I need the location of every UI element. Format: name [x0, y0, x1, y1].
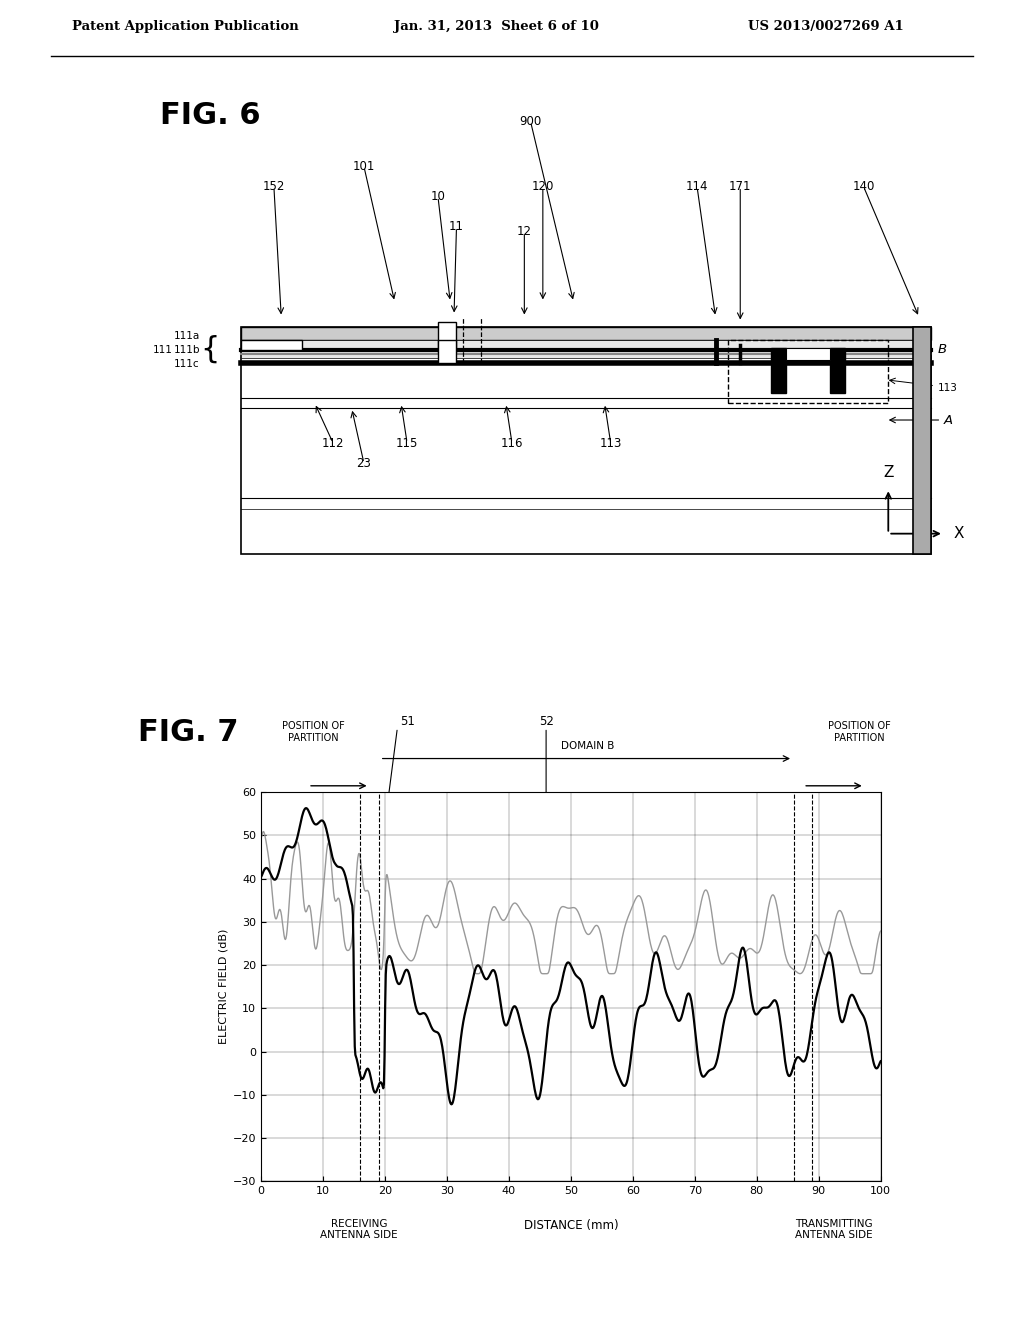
Text: DOMAIN B: DOMAIN B — [561, 741, 614, 751]
Text: X: X — [953, 527, 965, 541]
Text: 114: 114 — [686, 181, 709, 193]
Bar — [241, 339, 302, 350]
Text: POSITION OF
PARTITION: POSITION OF PARTITION — [828, 722, 891, 743]
Text: Jan. 31, 2013  Sheet 6 of 10: Jan. 31, 2013 Sheet 6 of 10 — [394, 20, 599, 33]
Text: US 2013/0027269 A1: US 2013/0027269 A1 — [748, 20, 903, 33]
Text: 23: 23 — [356, 457, 372, 470]
Text: DISTANCE (mm): DISTANCE (mm) — [523, 1218, 618, 1232]
Text: 11: 11 — [449, 220, 464, 234]
Text: POSITION OF
PARTITION: POSITION OF PARTITION — [282, 722, 345, 743]
Text: Z: Z — [883, 466, 894, 480]
Text: TRANSMITTING
ANTENNA SIDE: TRANSMITTING ANTENNA SIDE — [795, 1218, 872, 1241]
Bar — [438, 339, 457, 363]
Text: 10: 10 — [430, 190, 445, 203]
Text: 51: 51 — [400, 714, 415, 727]
Text: 115: 115 — [396, 437, 419, 450]
Text: 113: 113 — [599, 437, 622, 450]
Bar — [438, 322, 457, 351]
Text: 111b: 111b — [173, 345, 200, 355]
Text: 111: 111 — [153, 345, 173, 355]
Bar — [728, 339, 888, 403]
Y-axis label: ELECTRIC FIELD (dB): ELECTRIC FIELD (dB) — [218, 929, 228, 1044]
Bar — [241, 339, 932, 358]
Bar — [241, 327, 932, 339]
Text: 152: 152 — [263, 181, 285, 193]
Bar — [771, 347, 785, 393]
Text: 120: 120 — [531, 181, 554, 193]
Text: 116: 116 — [501, 437, 523, 450]
Text: 113: 113 — [938, 383, 957, 393]
Text: FIG. 6: FIG. 6 — [161, 102, 261, 131]
Text: RECEIVING
ANTENNA SIDE: RECEIVING ANTENNA SIDE — [321, 1218, 398, 1241]
Text: 12: 12 — [517, 226, 531, 239]
Text: 171: 171 — [729, 181, 752, 193]
Bar — [830, 347, 845, 393]
Text: A: A — [944, 413, 953, 426]
Bar — [913, 327, 932, 554]
Text: 140: 140 — [852, 181, 874, 193]
Bar — [785, 347, 830, 359]
Text: 112: 112 — [322, 437, 344, 450]
Text: 52: 52 — [539, 714, 554, 727]
Bar — [241, 327, 932, 554]
Text: {: { — [200, 335, 219, 364]
Text: Patent Application Publication: Patent Application Publication — [72, 20, 298, 33]
Text: 111c: 111c — [174, 359, 200, 368]
Text: 111a: 111a — [174, 330, 200, 341]
Text: 900: 900 — [519, 115, 542, 128]
Text: FIG. 7: FIG. 7 — [138, 718, 239, 747]
Text: 101: 101 — [352, 160, 375, 173]
Text: B: B — [938, 343, 947, 356]
